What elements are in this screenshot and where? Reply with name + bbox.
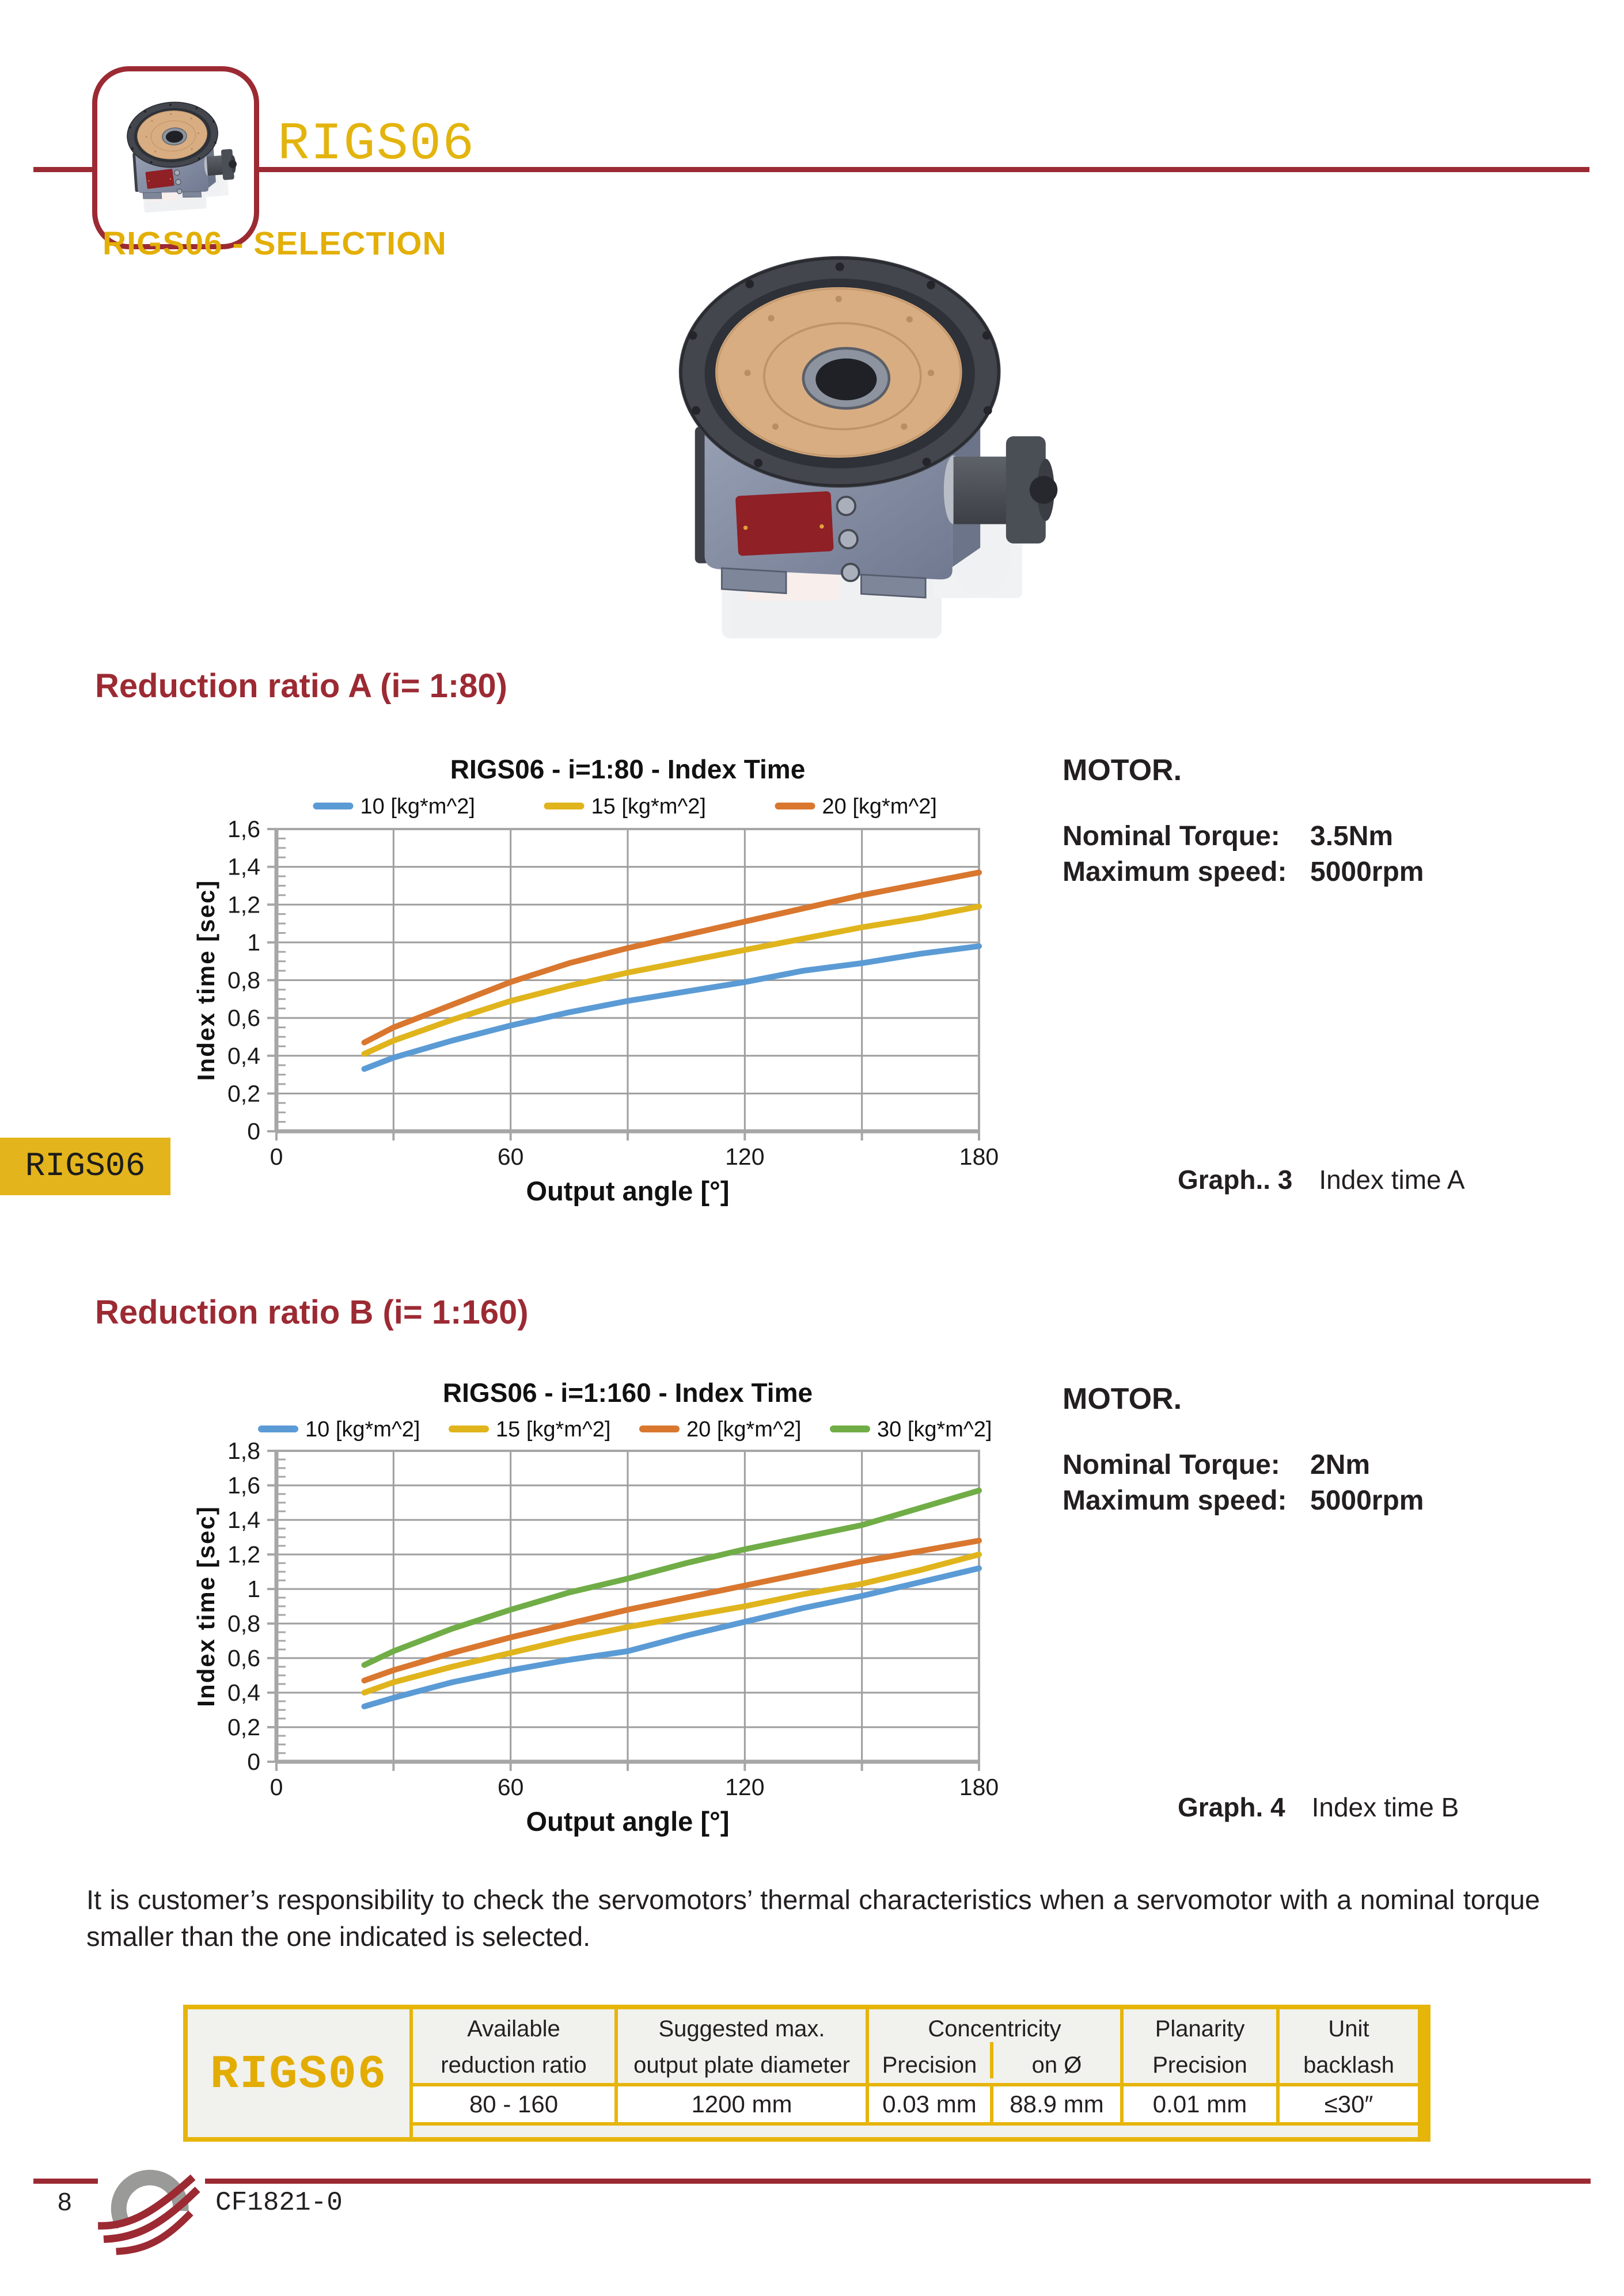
svg-text:RIGS06 - i=1:160 - Index Tim: RIGS06 - i=1:160 - Index Time: [443, 1378, 813, 1408]
caption-text: Index time B: [1311, 1792, 1459, 1822]
caption-text: Index time A: [1319, 1165, 1465, 1195]
svg-text:30 [kg*m^2]: 30 [kg*m^2]: [877, 1417, 992, 1442]
caption-label: Graph. 4: [1178, 1792, 1285, 1822]
footer-rule-right: [205, 2179, 1591, 2184]
product-red-label: [735, 491, 834, 556]
speed-label: Maximum speed:: [1063, 857, 1287, 887]
svg-text:15 [kg*m^2]: 15 [kg*m^2]: [496, 1417, 610, 1442]
graph-caption-b: Graph. 4 Index time B: [1178, 1792, 1459, 1823]
heading-reduction-ratio-a: Reduction ratio A (i= 1:80): [95, 667, 507, 705]
document-code: CF1821-0: [215, 2188, 343, 2218]
speed-value: 5000rpm: [1310, 1485, 1424, 1516]
svg-text:1,4: 1,4: [227, 1507, 260, 1533]
col-header-suggested: Suggested max. output plate diameter: [618, 2009, 866, 2083]
svg-text:0,6: 0,6: [227, 1645, 260, 1671]
motor-title: MOTOR.: [1063, 754, 1182, 787]
value-concentricity-precision: 0.03 mm: [869, 2086, 990, 2122]
thermal-note: It is customer’s responsibility to check…: [86, 1884, 1540, 1952]
col-header-available: Available reduction ratio: [413, 2009, 614, 2083]
chart-index-time-b: 0 0,2 0,4 0,6 0,8 1 1,2 1,4 1,6 1,8 0 60 120 180 RIGS0…: [190, 1376, 1031, 1888]
svg-text:Output angle [°]: Output angle [°]: [526, 1806, 730, 1837]
spec-table: RIGS06 Available reduction ratio Suggest…: [183, 2005, 1431, 2142]
svg-text:0,8: 0,8: [227, 967, 260, 994]
divider: [990, 2042, 993, 2078]
svg-text:1,2: 1,2: [227, 1541, 260, 1568]
svg-text:1,4: 1,4: [227, 854, 260, 880]
rotary-plate: [678, 256, 1001, 488]
company-logo: [98, 2169, 200, 2255]
col-header-on-diameter: on Ø: [1031, 2052, 1082, 2078]
svg-text:20 [kg*m^2]: 20 [kg*m^2]: [686, 1417, 801, 1442]
svg-text:1: 1: [247, 929, 260, 956]
value-unit-backlash: ≤30″: [1280, 2086, 1418, 2122]
product-thumbnail-box: [92, 66, 259, 249]
product-thumbnail: [124, 97, 240, 214]
section-title: RIGS06 - SELECTION: [103, 225, 447, 262]
page-title: RIGS06: [278, 114, 476, 174]
speed-label: Maximum speed:: [1063, 1485, 1287, 1516]
value-reduction-ratio: 80 - 160: [413, 2086, 614, 2122]
motor-spec-b: MOTOR. Nominal Torque: 2Nm Maximum speed…: [1063, 1382, 1552, 1519]
svg-text:180: 180: [959, 1143, 999, 1170]
svg-text:0,6: 0,6: [227, 1005, 260, 1031]
svg-text:0,2: 0,2: [227, 1080, 260, 1107]
svg-text:1,6: 1,6: [227, 1472, 260, 1499]
svg-text:10 [kg*m^2]: 10 [kg*m^2]: [305, 1417, 420, 1442]
svg-text:0: 0: [247, 1748, 260, 1775]
torque-label: Nominal Torque:: [1063, 1450, 1280, 1480]
torque-value: 3.5Nm: [1310, 821, 1394, 852]
svg-text:10 [kg*m^2]: 10 [kg*m^2]: [361, 795, 475, 819]
svg-text:60: 60: [498, 1143, 524, 1170]
motor-spec-a: MOTOR. Nominal Torque: 3.5Nm Maximum spe…: [1063, 753, 1552, 890]
svg-text:180: 180: [959, 1774, 999, 1800]
svg-text:0: 0: [270, 1774, 283, 1800]
svg-text:15 [kg*m^2]: 15 [kg*m^2]: [591, 795, 706, 819]
svg-text:1,8: 1,8: [227, 1438, 260, 1464]
col-header-unit-backlash: Unit backlash: [1280, 2009, 1418, 2083]
svg-text:0,4: 0,4: [227, 1043, 260, 1069]
side-tab-rigs06: RIGS06: [0, 1138, 170, 1195]
motor-title: MOTOR.: [1063, 1382, 1182, 1416]
col-header-concentricity: Concentricity Precision on Ø: [869, 2009, 1120, 2083]
page-number: 8: [58, 2188, 72, 2216]
value-planarity-precision: 0.01 mm: [1124, 2086, 1276, 2122]
heading-reduction-ratio-b: Reduction ratio B (i= 1:160): [95, 1294, 529, 1331]
svg-text:1,2: 1,2: [227, 891, 260, 918]
caption-label: Graph.. 3: [1178, 1165, 1293, 1195]
svg-text:120: 120: [725, 1774, 764, 1800]
header-rule: [33, 167, 1589, 172]
svg-text:RIGS06 - i=1:80 - Index Time: RIGS06 - i=1:80 - Index Time: [450, 754, 806, 784]
footer-rule-left: [33, 2179, 98, 2184]
svg-text:0,8: 0,8: [227, 1610, 260, 1637]
svg-text:0,4: 0,4: [227, 1679, 260, 1706]
svg-text:Output angle [°]: Output angle [°]: [526, 1176, 730, 1206]
motor-assembly: [943, 436, 1058, 543]
spec-product-name: RIGS06: [188, 2009, 409, 2137]
col-header-planarity: Planarity Precision: [1124, 2009, 1276, 2083]
product-photo: [678, 256, 1058, 638]
svg-text:Index time [sec]: Index time [sec]: [192, 1506, 219, 1706]
svg-text:0,2: 0,2: [227, 1714, 260, 1740]
table-bottom-strip: [413, 2126, 1418, 2137]
svg-text:1: 1: [247, 1576, 260, 1602]
torque-label: Nominal Torque:: [1063, 821, 1280, 852]
value-concentricity-diameter: 88.9 mm: [993, 2086, 1120, 2122]
chart-index-time-a: 0 0,2 0,4 0,6 0,8 1 1,2 1,4 1,6 0 60 120 180 RIGS06 -…: [190, 748, 1031, 1226]
col-header-precision: Precision: [882, 2052, 977, 2078]
svg-text:0: 0: [270, 1143, 283, 1170]
svg-text:20 [kg*m^2]: 20 [kg*m^2]: [822, 795, 937, 819]
graph-caption-a: Graph.. 3 Index time A: [1178, 1164, 1465, 1195]
svg-text:120: 120: [725, 1143, 764, 1170]
value-plate-diameter: 1200 mm: [618, 2086, 866, 2122]
svg-text:1,6: 1,6: [227, 816, 260, 842]
torque-value: 2Nm: [1310, 1450, 1371, 1480]
svg-text:60: 60: [498, 1774, 524, 1800]
svg-text:Index time [sec]: Index time [sec]: [192, 880, 219, 1081]
svg-text:0: 0: [247, 1118, 260, 1145]
speed-value: 5000rpm: [1310, 857, 1424, 887]
